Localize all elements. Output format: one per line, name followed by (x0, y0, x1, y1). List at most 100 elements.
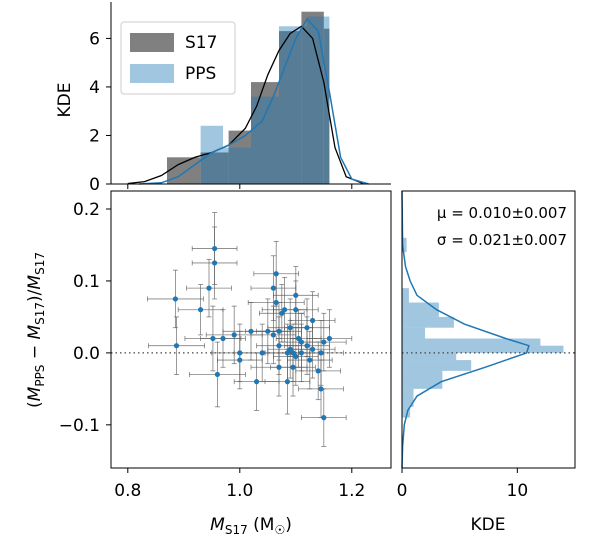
histogram-bar (402, 327, 426, 339)
scatter-point (212, 260, 218, 266)
y-tick-label: 0 (89, 175, 100, 195)
histogram-bar-pps (279, 26, 307, 185)
scatter-point (210, 335, 216, 342)
x-tick-label: 0 (397, 481, 408, 501)
scatter-point (276, 343, 282, 349)
scatter-point (173, 343, 180, 349)
legend-swatch-pps (130, 64, 174, 83)
scatter-point (273, 299, 279, 306)
scatter-point (310, 317, 316, 324)
scatter-point (315, 368, 321, 374)
mu-annotation: μ = 0.010±0.007 (437, 204, 567, 222)
scatter-point (259, 350, 265, 356)
scatter-point (198, 307, 204, 313)
histogram-bar (402, 302, 439, 317)
scatter-point (304, 343, 310, 349)
right-x-ticks: 0 10 (397, 468, 529, 501)
scatter-point (296, 335, 302, 342)
histogram-bar-pps (200, 125, 223, 184)
scatter-point (304, 325, 310, 331)
main-y-axis-label: (MPPS − MS17)/MS17 (25, 252, 47, 408)
scatter-point (237, 350, 243, 356)
scatter-point (290, 350, 296, 356)
scatter-point (290, 364, 296, 370)
legend-label-pps: PPS (185, 64, 216, 84)
histogram-bar (402, 316, 454, 328)
y-tick-label: 0.2 (73, 200, 100, 220)
histogram-bar (402, 360, 472, 371)
top-kde-curve-pps (138, 17, 369, 185)
histogram-bar-s17 (228, 130, 251, 184)
legend-box (120, 21, 236, 95)
scatter-point (321, 339, 327, 345)
histogram-bar-s17 (167, 157, 201, 184)
top-marginal-panel: 0 2 4 6 KDE S17 PPS (55, 2, 391, 195)
scatter-point (318, 386, 324, 392)
scatter-point (293, 353, 299, 360)
right-x-axis-label: KDE (471, 515, 506, 535)
y-tick-label: 4 (89, 78, 100, 98)
top-x-ticks (127, 184, 353, 189)
scatter-point (307, 357, 313, 363)
scatter-point (214, 371, 220, 378)
histogram-bar (402, 338, 541, 346)
scatter-point (248, 328, 254, 334)
histogram-bar (402, 345, 564, 353)
scatter-point (206, 285, 212, 291)
scatter-point (212, 245, 218, 252)
scatter-point (279, 310, 285, 316)
scatter-point (282, 307, 288, 313)
x-tick-label: 1.2 (338, 481, 365, 501)
scatter-point (310, 346, 316, 352)
data-points (172, 245, 332, 421)
y-tick-label: 0.0 (73, 344, 100, 364)
main-y-ticks: 0.2 0.1 0.0 −0.1 (59, 200, 111, 436)
legend: S17 PPS (120, 21, 236, 95)
scatter-point (254, 379, 260, 385)
scatter-point (270, 332, 276, 338)
top-y-ticks: 0 2 4 6 (89, 29, 111, 195)
scatter-point (270, 285, 276, 291)
scatter-point (273, 271, 279, 277)
legend-label-s17: S17 (185, 33, 217, 53)
main-x-ticks: 0.8 1.0 1.2 (114, 468, 365, 501)
scatter-point (284, 350, 290, 356)
right-histogram (402, 237, 564, 418)
histogram-bar (402, 237, 407, 253)
top-histogram-pps (200, 16, 330, 185)
sigma-annotation: σ = 0.021±0.007 (437, 231, 567, 249)
scatter-point (293, 307, 299, 313)
scatter-point (276, 328, 282, 334)
scatter-point (298, 350, 304, 356)
main-scatter-panel: 0.8 1.0 1.2 0.2 0.1 0.0 −0.1 MS17 (M☉) (MPPS … (25, 190, 392, 537)
legend-swatch-s17 (130, 33, 174, 52)
x-tick-label: 0.8 (114, 481, 141, 501)
y-tick-label: 0.1 (73, 272, 100, 292)
top-y-axis-label: KDE (55, 83, 75, 118)
scatter-point (298, 339, 304, 345)
x-tick-label: 10 (507, 481, 529, 501)
scatter-point (293, 292, 299, 298)
histogram-bar (402, 406, 411, 418)
scatter-point (287, 346, 293, 352)
y-tick-label: 6 (89, 29, 100, 49)
scatter-point (231, 332, 237, 338)
histogram-bar-pps (251, 96, 279, 184)
scatter-point (276, 364, 282, 370)
main-axis-frame (110, 190, 392, 469)
scatter-point (321, 415, 327, 421)
scatter-point (287, 325, 293, 331)
histogram-bar-s17 (301, 11, 324, 185)
histogram-bar-s17 (323, 28, 330, 185)
scatter-point (220, 335, 226, 342)
top-kde-curve-s17 (127, 25, 364, 185)
scatter-point (172, 296, 178, 302)
right-marginal-panel: 0 10 KDE μ = 0.010±0.007 σ = 0.021±0.007 (397, 190, 576, 535)
main-x-axis-label: MS17 (M☉) (210, 515, 292, 537)
x-tick-label: 1.0 (226, 481, 253, 501)
histogram-bar (402, 370, 443, 389)
histogram-bar-pps (223, 147, 251, 184)
right-axis-frame (401, 190, 576, 469)
histogram-bar (402, 352, 457, 361)
histogram-bar-pps (307, 16, 330, 185)
